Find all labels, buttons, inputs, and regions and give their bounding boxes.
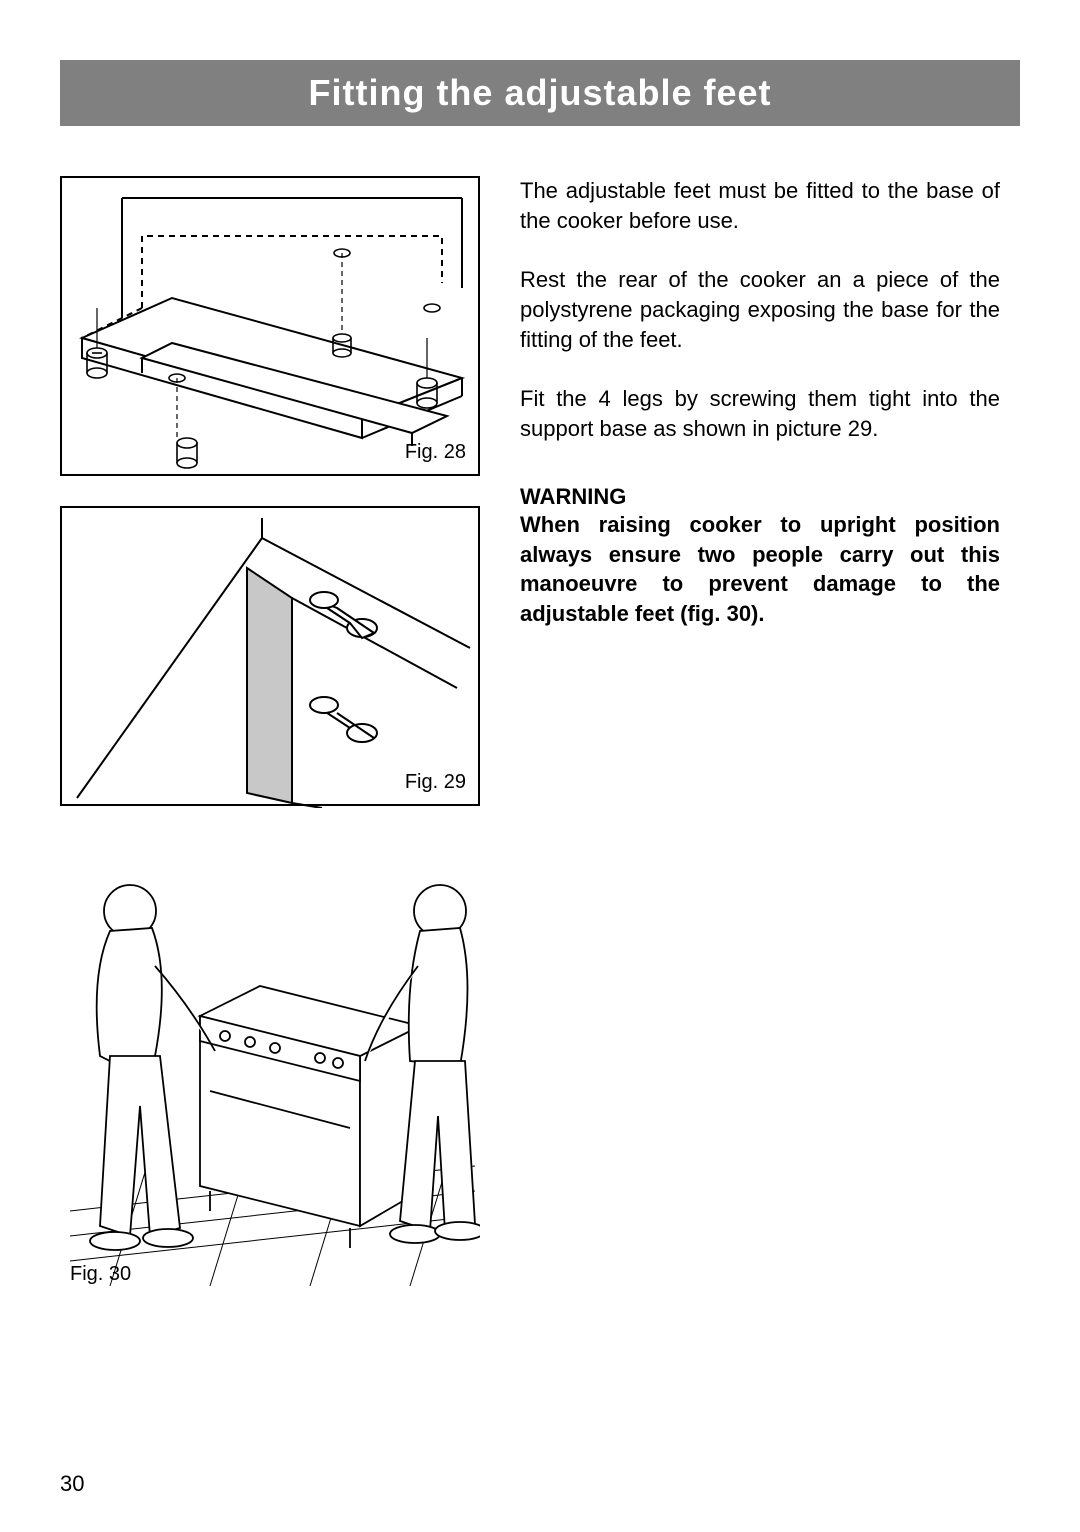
figure-30: Fig. 30 xyxy=(60,856,480,1286)
warning-heading: WARNING xyxy=(520,484,1000,510)
right-column: The adjustable feet must be fitted to th… xyxy=(520,176,1020,1286)
warning-text: When raising cooker to upright position … xyxy=(520,510,1000,629)
page-title-bar: Fitting the adjustable feet xyxy=(60,60,1020,126)
figure-28-diagram xyxy=(62,178,482,478)
paragraph-1: The adjustable feet must be fitted to th… xyxy=(520,176,1000,235)
figure-29: Fig. 29 xyxy=(60,506,480,806)
content-area: Fig. 28 xyxy=(60,176,1020,1286)
figure-29-label: Fig. 29 xyxy=(405,771,466,794)
left-column: Fig. 28 xyxy=(60,176,480,1286)
figure-30-diagram xyxy=(60,856,480,1286)
paragraph-2: Rest the rear of the cooker an a piece o… xyxy=(520,265,1000,354)
figure-28-label: Fig. 28 xyxy=(405,441,466,464)
figure-28: Fig. 28 xyxy=(60,176,480,476)
paragraph-3: Fit the 4 legs by screwing them tight in… xyxy=(520,384,1000,443)
page-number: 30 xyxy=(60,1471,84,1497)
figure-30-label: Fig. 30 xyxy=(70,1263,131,1286)
page-title: Fitting the adjustable feet xyxy=(308,72,771,113)
figure-29-diagram xyxy=(62,508,482,808)
